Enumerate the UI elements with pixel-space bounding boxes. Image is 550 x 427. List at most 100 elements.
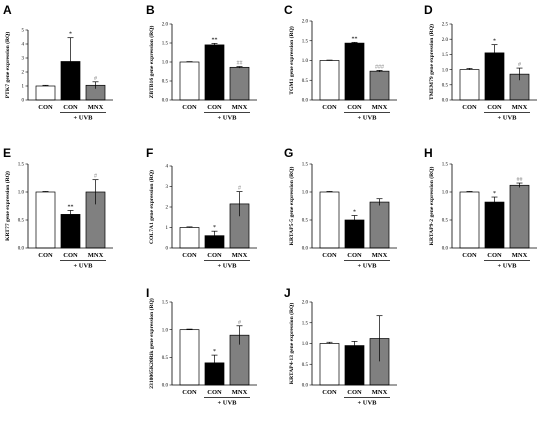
group-label: + UVB (357, 263, 377, 270)
group-label: + UVB (357, 115, 377, 122)
y-tick-label: 5 (22, 29, 25, 34)
y-tick-label: 3 (22, 57, 25, 62)
bar-2 (229, 66, 250, 101)
significance-marker: * (353, 210, 356, 216)
y-tick-label: 0.5 (162, 80, 169, 85)
chart-panel-g: G 0.0 0.5 1.0 1.5 KRTAP5-5 gene expression (R… (284, 146, 397, 270)
y-tick-label: 0.0 (18, 247, 25, 252)
y-axis-label: ZBTB16 gene expression (RQ) (148, 25, 155, 98)
y-tick-label: 1.5 (302, 163, 309, 168)
panel-letter: D (424, 3, 433, 17)
y-tick-label: 4 (166, 165, 169, 170)
y-tick-label: 1.0 (302, 59, 309, 64)
y-tick-label: 0.0 (162, 99, 169, 104)
x-tick-label: CON (38, 104, 53, 111)
significance-marker: * (69, 32, 72, 38)
y-axis-label: 2310065K20Rik gene expression (RQ) (148, 298, 155, 389)
y-tick-label: 0.5 (442, 219, 449, 224)
x-tick-label: CON (322, 104, 337, 111)
y-tick-label: 0.5 (302, 219, 309, 224)
x-tick-label: CON (347, 104, 362, 111)
bar-2 (509, 184, 530, 249)
y-tick-label: 0.5 (18, 219, 25, 224)
x-tick-label: CON (38, 252, 53, 259)
x-tick-label: MNX (88, 104, 104, 111)
group-label: + UVB (497, 115, 517, 122)
x-tick-label: CON (322, 389, 337, 396)
chart-panel-h: H 0.0 0.5 1.0 1.5 KRTAP9-2 gene expression (R… (424, 146, 537, 270)
y-tick-label: 1.5 (162, 301, 169, 306)
y-tick-label: 2.0 (302, 20, 309, 25)
x-tick-label: MNX (232, 104, 248, 111)
y-axis-label: KRTAP5-5 gene expression (RQ) (288, 167, 295, 246)
significance-marker: # (238, 186, 241, 192)
x-tick-label: CON (322, 252, 337, 259)
significance-marker: ** (212, 37, 218, 43)
bar-2 (369, 70, 390, 101)
y-tick-label: 2.0 (162, 23, 169, 28)
y-tick-label: 1.0 (442, 191, 449, 196)
y-tick-label: 0.0 (442, 99, 449, 104)
chart-panel-i: I 0.0 0.5 1.0 1.5 2310065K20Rik gene expressi… (146, 286, 257, 407)
y-tick-label: 0.0 (162, 384, 169, 389)
x-tick-label: CON (182, 252, 197, 259)
chart-panel-d: D 0.0 0.5 1.0 1.5 2.0 2.5 TMEM79 gene expressio… (424, 3, 537, 122)
x-tick-label: CON (462, 252, 477, 259)
x-tick-label: MNX (88, 252, 104, 259)
group-label: + UVB (497, 263, 517, 270)
group-label: + UVB (73, 115, 93, 122)
significance-marker: # (518, 62, 521, 68)
significance-marker: ### (375, 64, 384, 70)
y-tick-label: 1.5 (442, 163, 449, 168)
bar-0 (319, 343, 340, 386)
x-tick-label: MNX (372, 252, 388, 259)
panel-letter: B (146, 3, 155, 17)
y-tick-label: 0.5 (302, 363, 309, 368)
x-tick-label: MNX (232, 252, 248, 259)
x-tick-label: CON (487, 252, 502, 259)
y-tick-label: 1.5 (302, 321, 309, 326)
y-tick-label: 0 (166, 247, 169, 252)
y-tick-label: 0.0 (302, 99, 309, 104)
bar-0 (179, 329, 200, 386)
significance-marker: ## (517, 177, 523, 183)
group-label: + UVB (217, 263, 237, 270)
chart-panel-f: F 0 1 2 3 4 COL7A1 gene expression (RQ) * # CON CO… (146, 146, 257, 270)
y-tick-label: 3 (166, 185, 169, 190)
significance-marker: ** (68, 204, 74, 210)
y-axis-label: PTK7 gene expression (RQ) (4, 32, 11, 99)
bar-2 (369, 201, 390, 249)
significance-marker: # (94, 174, 97, 180)
group-label: + UVB (217, 400, 237, 407)
panel-letter: C (284, 3, 293, 17)
chart-panel-c: C 0.0 0.5 1.0 1.5 2.0 TGM1 gene expression (RQ… (284, 3, 397, 122)
bar-1 (60, 214, 81, 249)
bar-0 (319, 191, 340, 249)
chart-panel-j: J 0.0 0.5 1.0 1.5 2.0 KRTAP4-13 gene expressio… (284, 286, 397, 407)
y-axis-label: KRTAP4-13 gene expression (RQ) (288, 303, 295, 385)
y-tick-label: 0.5 (162, 356, 169, 361)
y-tick-label: 1.0 (162, 61, 169, 66)
group-label: + UVB (73, 263, 93, 270)
y-tick-label: 1 (22, 85, 25, 90)
x-tick-label: CON (207, 252, 222, 259)
y-axis-label: TMEM79 gene expression (RQ) (428, 24, 435, 100)
y-tick-label: 0.0 (302, 247, 309, 252)
group-label: + UVB (217, 115, 237, 122)
y-tick-label: 1.0 (302, 191, 309, 196)
y-tick-label: 0.5 (302, 79, 309, 84)
y-axis-label: KRT77 gene expression (RQ) (4, 171, 11, 241)
y-axis-label: COL7A1 gene expression (RQ) (148, 170, 155, 244)
bar-0 (179, 227, 200, 249)
x-tick-label: CON (63, 104, 78, 111)
bar-1 (344, 345, 365, 386)
y-tick-label: 1.5 (302, 39, 309, 44)
significance-marker: # (94, 76, 97, 82)
panel-letter: J (284, 286, 291, 300)
bar-0 (179, 61, 200, 101)
y-tick-label: 1.0 (302, 342, 309, 347)
group-label: + UVB (357, 400, 377, 407)
panel-letter: H (424, 146, 433, 160)
y-tick-label: 2.0 (442, 38, 449, 43)
panel-letter: I (146, 286, 149, 300)
